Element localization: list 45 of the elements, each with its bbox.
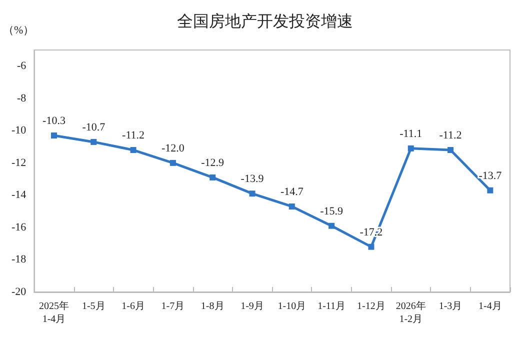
x-tick-label: 1-6月 xyxy=(122,301,145,312)
point xyxy=(368,244,374,250)
x-tick-label: 1-3月 xyxy=(438,301,462,312)
x-tick-label: 1-4月 xyxy=(478,301,502,312)
point xyxy=(210,174,216,180)
data-label: -14.7 xyxy=(280,186,304,198)
x-tick-label: 1-5月 xyxy=(82,301,106,312)
point xyxy=(288,203,295,210)
data-label: -10.7 xyxy=(82,121,106,134)
point xyxy=(448,147,454,154)
y-tick-label: -10 xyxy=(11,124,27,137)
x-tick-label: 1-8月 xyxy=(200,301,224,312)
data-label: -12.9 xyxy=(201,156,225,169)
point xyxy=(249,190,256,197)
point xyxy=(487,187,494,194)
x-tick-label: 1-9月 xyxy=(240,301,264,312)
x-tick-label: 1-10月 xyxy=(278,301,306,312)
data-label: -11.1 xyxy=(400,128,422,140)
y-tick-label: -18 xyxy=(11,254,27,266)
data-label: -13.7 xyxy=(478,170,502,182)
x-tick-label: 1-12月 xyxy=(357,301,386,312)
x-tick-label: 2026年 1-2月 xyxy=(396,300,426,325)
data-label: -12.0 xyxy=(161,142,185,154)
point xyxy=(50,132,57,139)
chart-title: 全国房地产开发投资增速 xyxy=(177,12,353,30)
y-tick-label: -6 xyxy=(16,60,27,72)
data-label: -11.2 xyxy=(122,130,145,142)
y-axis-title: （%） xyxy=(2,24,34,36)
point xyxy=(328,222,335,229)
data-label: -10.3 xyxy=(42,115,66,128)
point xyxy=(408,145,414,152)
y-tick-label: -16 xyxy=(11,221,27,234)
x-tick-label: 1-7月 xyxy=(161,301,185,312)
x-tick-label: 1-11月 xyxy=(318,301,346,312)
point xyxy=(170,160,176,166)
y-tick-label: -12 xyxy=(11,156,26,169)
y-tick-label: -8 xyxy=(16,92,27,104)
data-label: -11.2 xyxy=(439,130,462,142)
x-tick-label: 2025年 1-4月 xyxy=(38,300,69,325)
y-tick-label: -20 xyxy=(11,286,27,298)
y-tick-label: -14 xyxy=(11,189,27,202)
data-label: -13.9 xyxy=(240,173,264,186)
data-label: -15.9 xyxy=(320,205,344,218)
point xyxy=(130,147,136,154)
point xyxy=(90,138,97,145)
